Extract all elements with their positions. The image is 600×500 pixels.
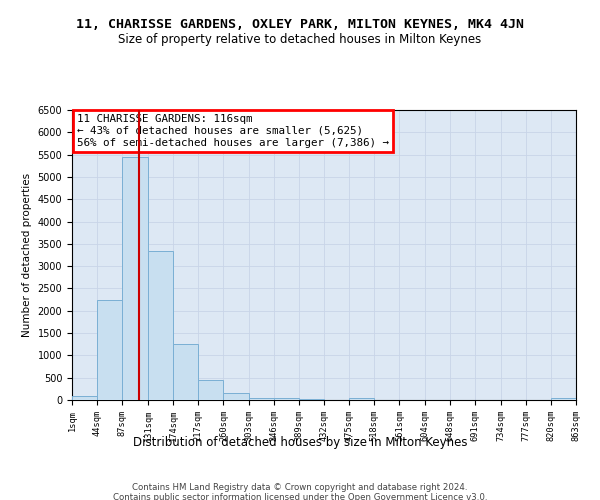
Text: 11 CHARISSE GARDENS: 116sqm
← 43% of detached houses are smaller (5,625)
56% of : 11 CHARISSE GARDENS: 116sqm ← 43% of det… <box>77 114 389 148</box>
Bar <box>248 398 274 400</box>
Bar <box>551 398 576 400</box>
Bar <box>97 300 122 400</box>
Bar <box>122 157 148 400</box>
Bar <box>198 380 223 400</box>
Bar <box>223 394 248 400</box>
Y-axis label: Number of detached properties: Number of detached properties <box>22 173 32 337</box>
Bar <box>148 250 173 400</box>
Bar <box>274 398 299 400</box>
Bar <box>299 399 324 400</box>
Bar <box>173 344 198 400</box>
Bar <box>72 396 97 400</box>
Text: Size of property relative to detached houses in Milton Keynes: Size of property relative to detached ho… <box>118 32 482 46</box>
Text: Contains HM Land Registry data © Crown copyright and database right 2024.
Contai: Contains HM Land Registry data © Crown c… <box>113 482 487 500</box>
Text: 11, CHARISSE GARDENS, OXLEY PARK, MILTON KEYNES, MK4 4JN: 11, CHARISSE GARDENS, OXLEY PARK, MILTON… <box>76 18 524 30</box>
Text: Distribution of detached houses by size in Milton Keynes: Distribution of detached houses by size … <box>133 436 467 449</box>
Bar <box>349 398 374 400</box>
